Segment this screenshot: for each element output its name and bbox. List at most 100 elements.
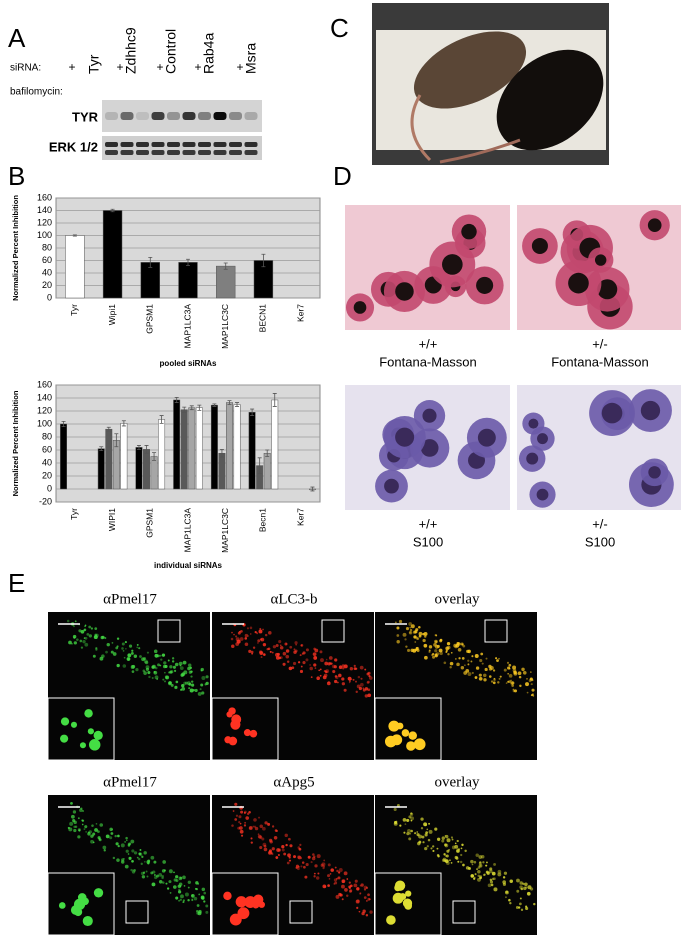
puncta (446, 838, 451, 843)
puncta (455, 856, 459, 860)
bar (210, 404, 218, 490)
bar (271, 399, 279, 490)
puncta (183, 670, 188, 675)
blot-band (136, 150, 149, 155)
puncta (489, 880, 494, 884)
plus-sign: + (236, 60, 243, 74)
puncta (314, 667, 317, 669)
puncta (100, 635, 104, 640)
error-bar (99, 446, 104, 452)
inset-puncta (88, 739, 101, 751)
inset-puncta (408, 731, 417, 740)
caption: +/- (592, 336, 608, 351)
error-bar (144, 445, 149, 454)
puncta (79, 639, 83, 643)
caption: +/+ (419, 516, 438, 531)
puncta (253, 818, 257, 822)
inset-puncta (405, 890, 412, 897)
puncta (420, 827, 424, 830)
puncta (268, 849, 272, 853)
puncta (323, 669, 327, 673)
puncta (276, 652, 280, 656)
puncta (432, 652, 435, 656)
puncta (136, 643, 139, 646)
blot-band (213, 142, 227, 147)
puncta (200, 669, 203, 672)
puncta (393, 821, 398, 826)
puncta (238, 630, 241, 633)
puncta (341, 879, 345, 884)
puncta (92, 832, 96, 836)
puncta (396, 626, 400, 630)
puncta (305, 658, 309, 662)
puncta (173, 878, 177, 882)
puncta (453, 643, 458, 648)
puncta (335, 877, 338, 880)
puncta (488, 869, 493, 874)
error-bar (227, 400, 232, 405)
puncta (233, 633, 235, 636)
error-bar (235, 402, 240, 407)
puncta (293, 648, 296, 651)
inset-puncta (226, 711, 233, 718)
puncta (289, 645, 293, 649)
error-bar (114, 433, 119, 448)
inset-puncta (384, 735, 397, 748)
puncta (145, 667, 150, 671)
puncta (187, 880, 191, 884)
puncta (92, 841, 95, 844)
puncta (486, 861, 488, 864)
puncta (85, 831, 88, 833)
puncta (503, 871, 508, 875)
puncta (319, 674, 322, 677)
puncta (482, 873, 486, 877)
puncta (474, 873, 477, 876)
puncta (330, 662, 333, 665)
puncta (259, 627, 262, 630)
puncta (151, 677, 154, 680)
inset-box (157, 619, 181, 643)
puncta (144, 860, 146, 863)
puncta (247, 635, 250, 637)
puncta (404, 823, 407, 825)
puncta (445, 854, 449, 858)
puncta (456, 662, 460, 667)
puncta (258, 629, 263, 634)
puncta (180, 894, 184, 899)
puncta (409, 626, 412, 629)
puncta (173, 871, 175, 874)
puncta (320, 658, 324, 663)
follicle-core (594, 254, 607, 266)
puncta (157, 663, 160, 667)
puncta (445, 651, 448, 654)
puncta (513, 689, 518, 693)
puncta (313, 875, 316, 878)
y-tick-label: 100 (37, 230, 52, 240)
error-bar (310, 486, 315, 492)
puncta (409, 832, 412, 835)
bar (120, 423, 128, 490)
puncta (493, 677, 496, 680)
inset-puncta (399, 893, 407, 901)
puncta (283, 852, 287, 856)
puncta (78, 829, 81, 832)
puncta (461, 843, 464, 847)
puncta (102, 845, 107, 850)
tail (439, 138, 521, 164)
follicle-core (647, 218, 662, 233)
puncta (154, 666, 158, 670)
puncta (418, 634, 422, 638)
error-bar (189, 405, 194, 411)
bar (248, 412, 256, 490)
puncta (517, 906, 521, 909)
inset-puncta (406, 741, 416, 751)
y-tick-label: 40 (42, 267, 52, 277)
puncta (313, 855, 316, 858)
puncta (330, 868, 334, 872)
blot-band (167, 150, 180, 155)
puncta (271, 651, 274, 654)
puncta (163, 661, 167, 665)
inset-puncta (253, 894, 264, 905)
puncta (417, 841, 421, 846)
puncta (327, 874, 331, 878)
